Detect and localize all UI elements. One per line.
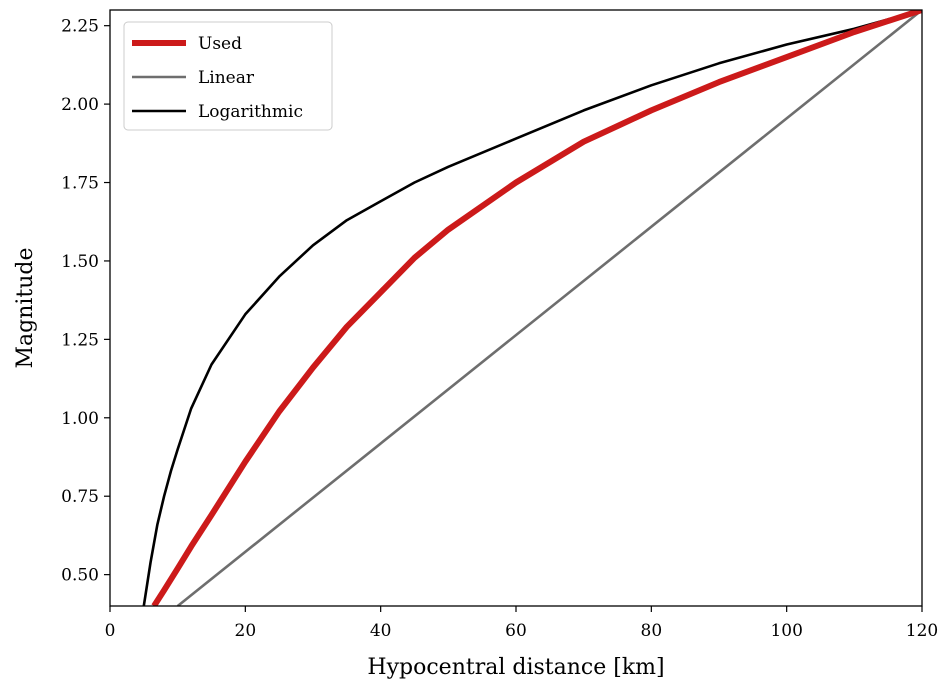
y-tick-label: 2.25 <box>61 17 99 37</box>
legend-box <box>123 21 333 131</box>
series-line-linear <box>176 10 922 606</box>
y-tick-label: 0.50 <box>61 566 99 586</box>
legend-label-linear: Linear <box>198 68 255 88</box>
x-tick-label: 60 <box>505 621 527 641</box>
x-axis-ticks: 0 20 40 60 80 100 120 <box>105 606 938 641</box>
x-tick-label: 80 <box>641 621 663 641</box>
y-axis-title: Magnitude <box>13 247 38 368</box>
y-tick-label: 2.00 <box>61 95 99 115</box>
x-tick-label: 20 <box>235 621 257 641</box>
x-tick-label: 0 <box>105 621 116 641</box>
series-layer <box>142 10 922 606</box>
y-tick-label: 1.25 <box>61 330 99 350</box>
x-tick-label: 100 <box>770 621 802 641</box>
series-line-logarithmic <box>142 10 922 606</box>
y-tick-label: 1.50 <box>61 252 99 272</box>
y-tick-label: 0.75 <box>61 487 99 507</box>
x-tick-label: 40 <box>370 621 392 641</box>
legend-label-logarithmic: Logarithmic <box>198 102 303 122</box>
y-tick-label: 1.75 <box>61 174 99 194</box>
legend: Used Linear Logarithmic <box>123 21 333 131</box>
legend-label-used: Used <box>198 34 242 54</box>
series-line-used <box>151 10 922 606</box>
x-axis-title: Hypocentral distance [km] <box>367 655 664 680</box>
y-tick-label: 1.00 <box>61 409 99 429</box>
y-axis-ticks: 0.50 0.75 1.00 1.25 1.50 1.75 2.00 2.25 <box>61 17 110 586</box>
x-tick-label: 120 <box>906 621 938 641</box>
